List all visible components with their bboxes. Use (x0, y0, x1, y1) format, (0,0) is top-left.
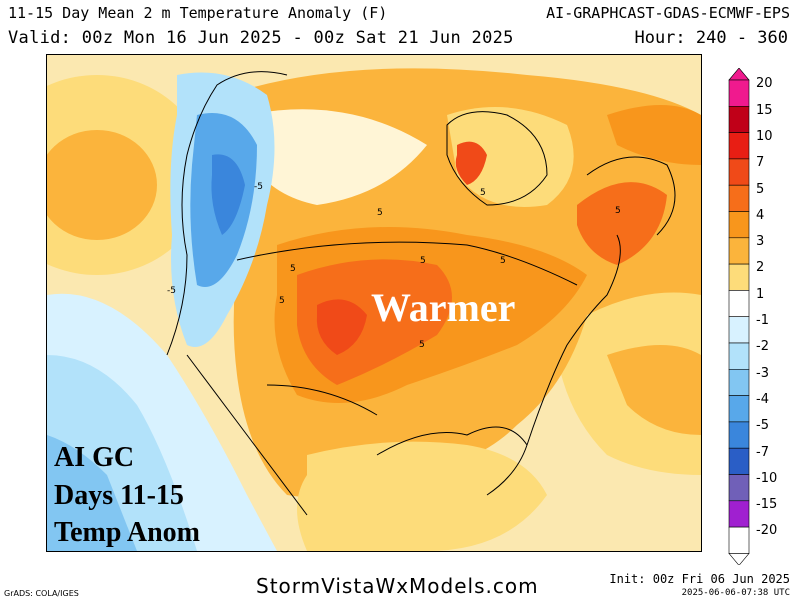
legend-label: -5 (756, 418, 769, 434)
hudson-warm-pocket (455, 141, 487, 185)
legend-label: -4 (756, 391, 769, 407)
legend-swatch (728, 474, 750, 502)
legend-label: 5 (756, 181, 765, 197)
legend-swatch (728, 395, 750, 423)
contour-label: 5 (420, 256, 426, 266)
legend-swatch (728, 290, 750, 317)
pacific-cool-deep (47, 435, 137, 551)
legend-swatch (728, 79, 750, 107)
contour-label: -5 (167, 286, 176, 296)
legend-label: 15 (756, 102, 773, 118)
legend-label: -3 (756, 365, 769, 381)
contour-label: 5 (377, 208, 383, 218)
contour-label: -5 (254, 182, 263, 192)
caption-line-2: Days 11-15 (54, 480, 184, 511)
pacific-warm-core (47, 130, 157, 240)
legend-label: 3 (756, 234, 765, 250)
color-legend (728, 67, 750, 569)
legend-swatch (728, 211, 750, 239)
anomaly-map: -5 -5 5 5 5 5 5 5 5 5 (46, 54, 702, 552)
west-coastline (166, 71, 288, 356)
init-time: Init: 00z Fri 06 Jun 2025 (609, 572, 790, 586)
contour-label: 5 (419, 340, 425, 350)
site-name: StormVistaWxModels.com (256, 574, 539, 598)
legend-swatch (728, 237, 750, 265)
valid-period: Valid: 00z Mon 16 Jun 2025 - 00z Sat 21 … (8, 28, 514, 48)
us-canada-border (236, 241, 578, 286)
anomaly-map-svg: -5 -5 5 5 5 5 5 5 5 5 (47, 55, 701, 551)
rockies-warm-max (316, 299, 367, 355)
contour-label: 5 (480, 188, 486, 198)
labrador-warm-anomaly (607, 105, 701, 165)
hudson-bay-shore (446, 111, 548, 206)
legend-label: -7 (756, 444, 769, 460)
legend-label: -10 (756, 470, 778, 486)
us-mexico-border (266, 384, 378, 416)
legend-label: -15 (756, 497, 778, 513)
caption-line-3: Temp Anom (54, 517, 201, 548)
legend-swatch (728, 368, 750, 396)
legend-label: 1 (756, 286, 765, 302)
contour-label: 5 (500, 256, 506, 266)
grads-credit: GrADS: COLA/IGES (4, 589, 79, 598)
legend-colorbar (728, 67, 750, 566)
contour-label: 5 (615, 206, 621, 216)
legend-swatch (728, 447, 750, 475)
legend-max-arrow (728, 67, 750, 81)
legend-label: -1 (756, 313, 769, 328)
legend-label: 10 (756, 128, 773, 144)
legend-label: -2 (756, 339, 769, 355)
forecast-hours: Hour: 240 - 360 (634, 28, 788, 48)
gulf-coastline (376, 426, 528, 496)
legend-swatch (728, 263, 750, 291)
legend-swatch (728, 342, 750, 370)
coastlines (166, 71, 676, 516)
legend-label: 2 (756, 260, 765, 276)
legend-swatch (728, 421, 750, 449)
legend-swatch (728, 526, 750, 554)
legend-label: -20 (756, 523, 778, 539)
legend-swatch (728, 500, 750, 528)
canada-neutral-area (247, 109, 427, 205)
legend-label: 4 (756, 207, 765, 223)
atlantic-warm-core (607, 345, 701, 435)
east-coastline (526, 234, 621, 446)
warmer-overlay-label: Warmer (371, 285, 516, 330)
labrador-coastline (586, 156, 676, 236)
chart-title: 11-15 Day Mean 2 m Temperature Anomaly (… (8, 4, 388, 22)
render-timestamp: 2025-06-06-07:38 UTC (681, 588, 790, 598)
contour-label: 5 (279, 296, 285, 306)
legend-swatch (728, 105, 750, 133)
northwest-cool-max (211, 154, 245, 235)
legend-swatch (728, 132, 750, 160)
legend-swatch (728, 158, 750, 186)
legend-label: 7 (756, 155, 765, 171)
gulf-warm-anomaly (297, 441, 547, 551)
legend-label: 20 (756, 76, 773, 92)
legend-swatch (728, 316, 750, 344)
legend-min-arrow (728, 553, 750, 566)
model-name: AI-GRAPHCAST-GDAS-ECMWF-EPS (546, 4, 790, 22)
mexico-west-coastline (186, 354, 308, 516)
contour-labels: -5 -5 5 5 5 5 5 5 5 5 (167, 182, 621, 350)
caption-line-1: AI GC (54, 442, 135, 473)
legend-swatch (728, 184, 750, 212)
quebec-warm-anomaly (577, 182, 667, 265)
contour-label: 5 (290, 264, 296, 274)
